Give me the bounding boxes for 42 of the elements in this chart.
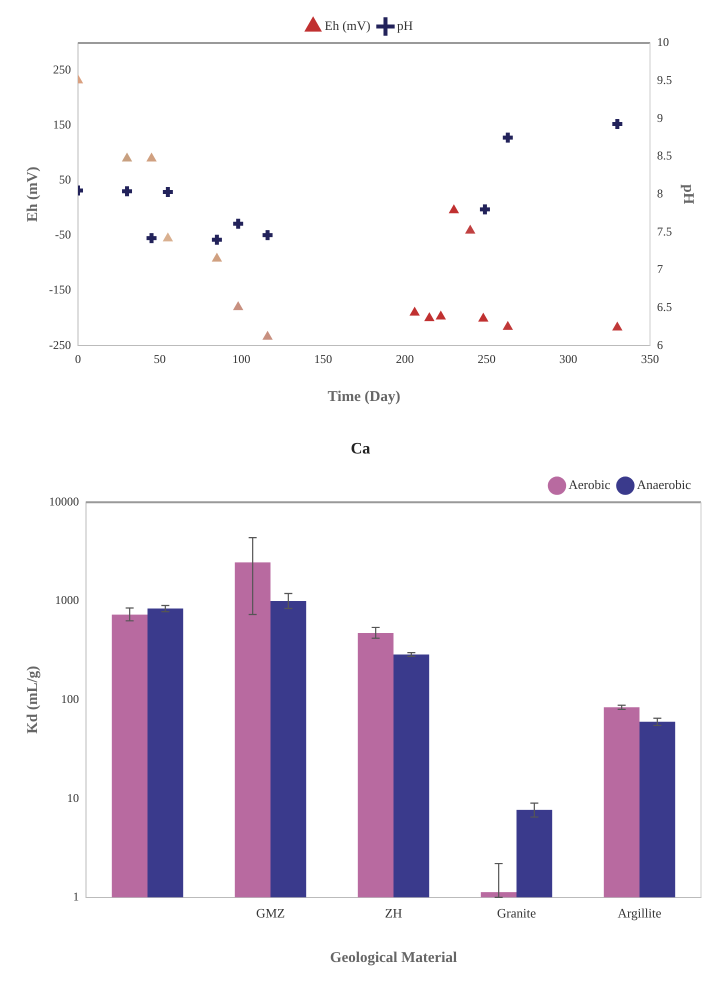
- x-tick-label: 50: [154, 352, 166, 366]
- y2-tick-label: 6.5: [657, 300, 672, 314]
- y-tick-label: -250: [48, 338, 71, 352]
- legend-label: Eh (mV): [324, 18, 370, 33]
- y-tick-label: 10: [67, 790, 79, 805]
- y-axis-title: Eh (mV): [24, 166, 41, 222]
- y2-tick-label: 8.5: [657, 148, 672, 163]
- x-axis-title: Time (Day): [328, 388, 400, 405]
- y-tick-label: 1000: [55, 593, 79, 608]
- x-tick-label: 100: [232, 352, 250, 366]
- x-axis-title: Geological Material: [330, 950, 458, 966]
- x-tick-label: 300: [559, 352, 578, 366]
- y-tick-label: 1: [73, 890, 79, 904]
- x-tick-label: ZH: [384, 906, 402, 921]
- chart-title: Ca: [350, 440, 370, 458]
- y2-tick-label: 9: [657, 110, 663, 125]
- y2-tick-label: 6: [657, 338, 663, 352]
- x-tick-label: Granite: [497, 906, 536, 921]
- y2-axis-title: pH: [680, 184, 696, 205]
- legend-label: pH: [396, 18, 413, 33]
- legend-label: Aerobic: [568, 477, 611, 492]
- x-tick-label: Argillite: [618, 906, 662, 921]
- y-tick-label: -50: [54, 228, 71, 242]
- x-tick-label: 150: [314, 352, 332, 366]
- y-tick-label: -150: [48, 282, 71, 297]
- y2-tick-label: 10: [657, 35, 669, 50]
- y-tick-label: 250: [52, 62, 71, 77]
- legend-label: Anaerobic: [636, 477, 692, 492]
- y2-tick-label: 9.5: [657, 72, 672, 87]
- x-tick-label: GMZ: [256, 906, 285, 921]
- x-tick-label: 200: [396, 352, 414, 366]
- x-tick-label: 0: [74, 352, 81, 366]
- y-tick-label: 150: [52, 118, 71, 132]
- y-tick-label: 10000: [49, 494, 79, 508]
- y2-tick-label: 7.5: [657, 224, 672, 238]
- y2-tick-label: 7: [657, 262, 663, 276]
- y2-tick-label: 8: [657, 186, 663, 200]
- x-tick-label: 250: [478, 352, 496, 366]
- x-tick-label: 350: [641, 352, 659, 366]
- y-tick-label: 50: [58, 172, 71, 187]
- y-tick-label: 100: [61, 692, 79, 706]
- y-axis-title: Kd (mL/g): [24, 666, 41, 734]
